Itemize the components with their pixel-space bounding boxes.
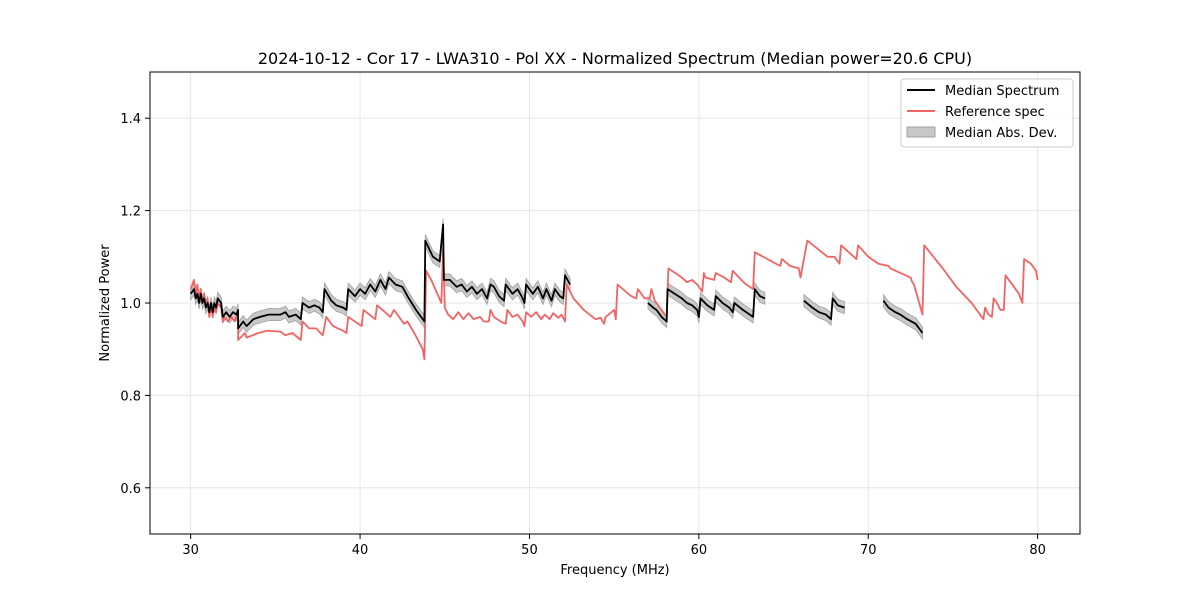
y-axis-ticks: 0.6 0.8 1.0 1.2 1.4 (120, 112, 150, 497)
x-tick-label: 70 (860, 543, 877, 558)
plot-area (189, 218, 1039, 361)
median-spectrum-line (803, 297, 845, 321)
median-series-layer (189, 223, 924, 334)
x-tick-label: 50 (521, 543, 538, 558)
legend-mad-label: Median Abs. Dev. (945, 126, 1057, 141)
legend-box (900, 78, 1074, 148)
reference-spec-line (189, 239, 1039, 361)
y-tick-label: 0.8 (120, 389, 141, 404)
y-tick-label: 1.0 (120, 297, 141, 312)
legend: Median Spectrum Reference spec Median Ab… (900, 78, 1074, 148)
x-tick-label: 80 (1029, 543, 1046, 558)
x-tick-label: 40 (352, 543, 369, 558)
median-spectrum-line (189, 223, 571, 330)
y-tick-label: 0.6 (120, 482, 141, 497)
x-axis-label: Frequency (MHz) (560, 563, 669, 578)
legend-mad-swatch (906, 126, 936, 138)
y-tick-label: 1.4 (120, 112, 141, 127)
y-axis-label: Normalized Power (98, 244, 113, 362)
chart-title: 2024-10-12 - Cor 17 - LWA310 - Pol XX - … (258, 49, 972, 68)
x-tick-label: 30 (182, 543, 199, 558)
median-spectrum-line (882, 300, 924, 334)
legend-reference-label: Reference spec (945, 105, 1045, 120)
legend-median-label: Median Spectrum (945, 84, 1059, 99)
median-spectrum-line (647, 288, 766, 323)
x-axis-ticks: 30 40 50 60 70 80 (182, 534, 1046, 558)
y-tick-label: 1.2 (120, 205, 141, 220)
x-tick-label: 60 (691, 543, 708, 558)
reference-series-layer (189, 239, 1039, 361)
